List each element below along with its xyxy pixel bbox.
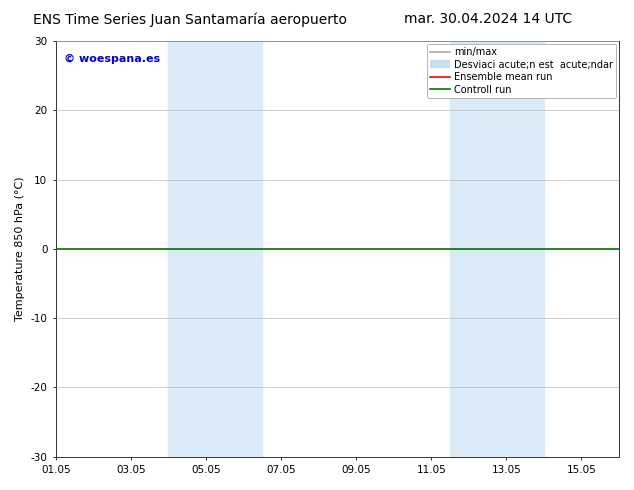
Y-axis label: Temperature 850 hPa (°C): Temperature 850 hPa (°C)	[15, 176, 25, 321]
Bar	[450, 41, 544, 457]
Text: ENS Time Series Juan Santamaría aeropuerto: ENS Time Series Juan Santamaría aeropuer…	[33, 12, 347, 27]
Text: mar. 30.04.2024 14 UTC: mar. 30.04.2024 14 UTC	[404, 12, 573, 26]
Bar	[169, 41, 262, 457]
Text: © woespana.es: © woespana.es	[64, 53, 160, 64]
Legend: min/max, Desviaci acute;n est  acute;ndar, Ensemble mean run, Controll run: min/max, Desviaci acute;n est acute;ndar…	[427, 44, 616, 98]
